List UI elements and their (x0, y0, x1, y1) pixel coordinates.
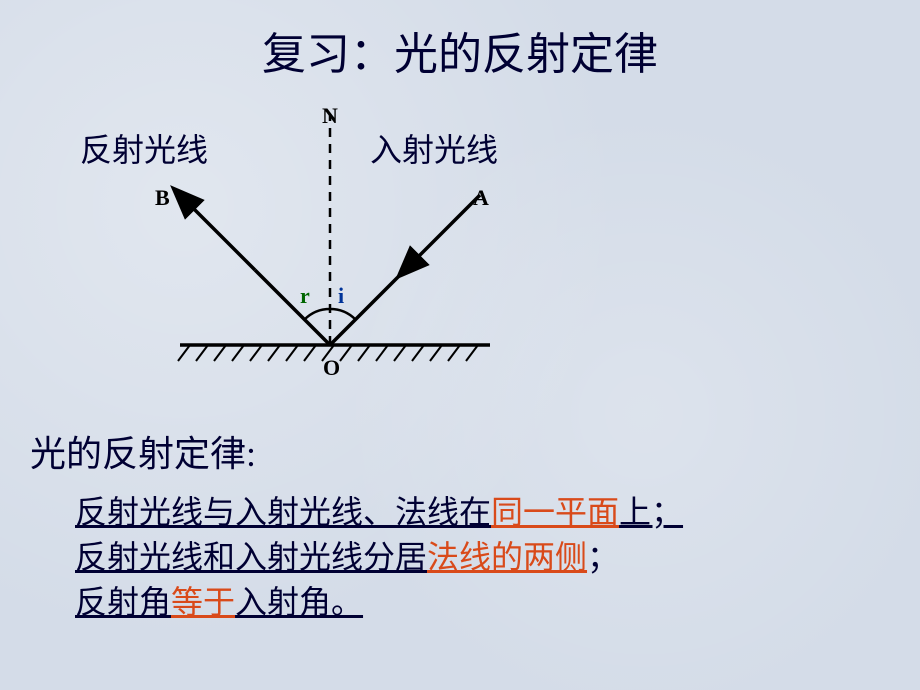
law2-a: 反射光线和入射光线分居 (75, 539, 427, 575)
law3-a: 反射角 (75, 584, 171, 620)
slide-title: 复习：光的反射定律 (0, 18, 920, 82)
reflection-diagram: 反射光线 入射光线 N B A O r i (80, 105, 600, 385)
law1-c: 上； (619, 494, 683, 530)
law1-b: 同一平面 (491, 494, 619, 530)
law-line-3: 反射角等于入射角。 (75, 580, 683, 625)
incident-ray-label: 入射光线 (370, 125, 498, 171)
law-heading: 光的反射定律: (30, 425, 256, 477)
origin-O-label: O (323, 355, 340, 381)
law3-b: 等于 (171, 584, 235, 620)
law3-c: 入射角。 (235, 584, 363, 620)
angle-r-label: r (300, 283, 310, 309)
point-B-label: B (155, 185, 170, 211)
law-body: 反射光线与入射光线、法线在同一平面上； 反射光线和入射光线分居法线的两侧； 反射… (75, 490, 683, 624)
point-A-label: A (473, 185, 489, 211)
reflected-ray (180, 195, 255, 270)
law-line-1: 反射光线与入射光线、法线在同一平面上； (75, 490, 683, 535)
law2-c: ； (587, 539, 619, 575)
law2-b: 法线的两侧 (427, 539, 587, 575)
law1-a: 反射光线与入射光线、法线在 (75, 494, 491, 530)
reflected-ray-label: 反射光线 (80, 125, 208, 171)
angle-i-label: i (338, 283, 344, 309)
reflected-ray-base (255, 270, 330, 345)
normal-N-label: N (322, 103, 338, 129)
incident-ray (405, 195, 480, 270)
angle-arc-i (330, 309, 356, 320)
law-line-2: 反射光线和入射光线分居法线的两侧； (75, 535, 683, 580)
angle-arc-r (305, 309, 331, 320)
